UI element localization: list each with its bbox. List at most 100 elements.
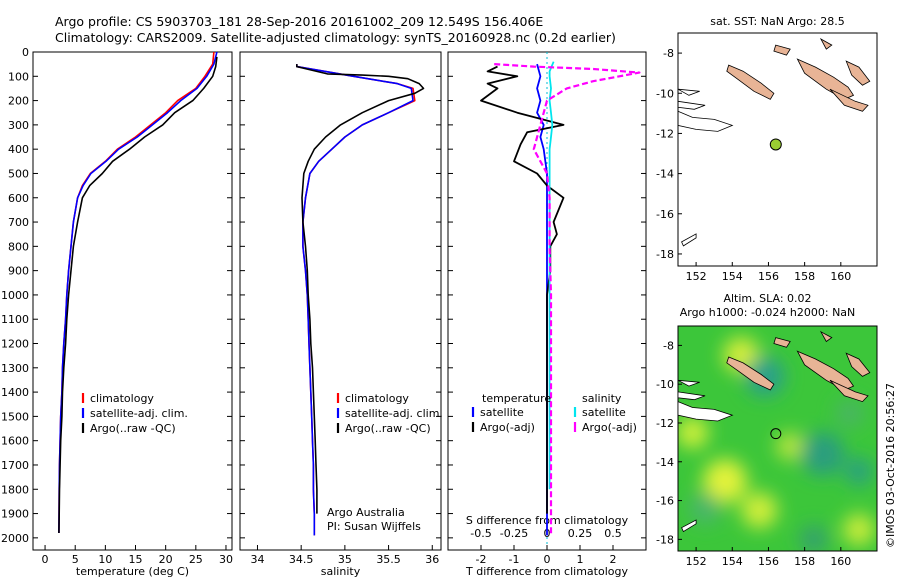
map_sla-float-marker-0 — [770, 428, 782, 440]
temperature-xtick-label-1: 5 — [72, 553, 79, 566]
panel-salinity: 34 34.5 35 35.5 36 salinity climatology satelli… — [239, 51, 443, 578]
map_sla-xtick-label-4: 160 — [830, 555, 851, 568]
temperature-legend-label-0: climatology — [90, 392, 154, 405]
temperature-xtick-label-2: 10 — [98, 553, 112, 566]
temperature-frame — [32, 51, 233, 551]
difference-top-tick-label-4: 0.5 — [604, 527, 622, 540]
temperature-xtick-label-3: 15 — [129, 553, 143, 566]
temperature-ytick-label-3: 300 — [8, 119, 29, 132]
temperature-ytick-label-6: 600 — [8, 192, 29, 205]
salinity-xtick-label-2: 35 — [338, 553, 352, 566]
temperature-ytick-label-7: 700 — [8, 216, 29, 229]
difference-xlabel: T difference from climatology — [465, 565, 628, 578]
map_sla-island-0 — [726, 356, 775, 391]
temperature-ytick-label-16: 1600 — [1, 435, 29, 448]
temperature-ytick-label-4: 400 — [8, 143, 29, 156]
salinity-xlabel: salinity — [321, 565, 361, 578]
map_sla-reef-2 — [677, 379, 700, 387]
difference-xtick-label-3: 1 — [577, 553, 584, 566]
map_sst-float-marker-0 — [769, 138, 782, 151]
difference-legend-title-right: salinity — [582, 392, 622, 405]
map_sst-ytick-label-3: -14 — [656, 168, 674, 181]
map_sla-island-2 — [829, 379, 869, 403]
salinity-legend-label-1: satellite-adj. clim. — [345, 407, 443, 420]
temperature-xlabel: temperature (deg C) — [76, 565, 189, 578]
salinity-annotation-0: Argo Australia — [327, 506, 405, 519]
map_sst-reef-0 — [677, 110, 734, 132]
salinity-xtick-label-0: 34 — [250, 553, 264, 566]
difference-xtick-label-0: -2 — [476, 553, 487, 566]
temperature-ytick-label-11: 1100 — [1, 313, 29, 326]
map_sla-ytick-label-2: -12 — [656, 417, 674, 430]
map_sst-reef-1 — [677, 100, 706, 110]
copyright-watermark: ©IMOS 03-Oct-2016 20:56:27 — [884, 382, 897, 548]
map_sla-island-4 — [773, 337, 791, 348]
map_sla-ytick-label-3: -14 — [656, 456, 674, 469]
map_sla-field-spot-4 — [776, 432, 805, 461]
map_sst-ytick-label-4: -16 — [656, 208, 674, 221]
map_sst-xtick-label-4: 160 — [830, 270, 851, 283]
temperature-ytick-label-10: 1000 — [1, 289, 29, 302]
map-sst-title: sat. SST: NaN Argo: 28.5 — [710, 15, 844, 28]
map_sla-xtick-label-1: 154 — [722, 555, 743, 568]
map_sst-island-0 — [726, 64, 775, 100]
temperature-ytick-label-9: 900 — [8, 265, 29, 278]
map_sst-island-4 — [773, 44, 791, 56]
map_sla-xtick-label-2: 156 — [758, 555, 779, 568]
difference-series-3 — [494, 63, 641, 536]
map_sst-reef-3 — [681, 233, 697, 247]
temperature-ytick-label-15: 1500 — [1, 410, 29, 423]
map_sla-field-spot-3 — [741, 492, 778, 529]
map_sla-reef-3 — [681, 519, 697, 533]
panel-map_sst: 152 154 156 158 160 -8 -10 -12 -14 -16 -18 sat. SST… — [656, 15, 878, 283]
temperature-xtick-label-6: 30 — [219, 553, 233, 566]
difference-xtick-label-2: 0 — [544, 553, 551, 566]
map_sla-ytick-label-1: -10 — [656, 378, 674, 391]
map_sla-frame — [677, 325, 878, 552]
map_sla-island-5 — [819, 330, 833, 343]
temperature-xtick-label-0: 0 — [42, 553, 49, 566]
panel-map_sla: 152 154 156 158 160 -8 -10 -12 -14 -16 -18 Altim. S… — [656, 292, 878, 568]
map_sla-field-blobs — [678, 337, 875, 551]
temperature-ytick-label-1: 100 — [8, 70, 29, 83]
difference-xtick-label-1: -1 — [509, 553, 520, 566]
temperature-ytick-label-12: 1200 — [1, 338, 29, 351]
difference-legend-label-0: satellite — [582, 406, 626, 419]
temperature-legend-label-1: satellite-adj. clim. — [90, 407, 188, 420]
salinity-frame — [239, 51, 442, 551]
temperature-series-1 — [58, 51, 218, 534]
map_sla-field-spot-9 — [689, 492, 722, 525]
salinity-xtick-label-3: 35.5 — [376, 553, 401, 566]
map_sst-island-5 — [819, 37, 833, 50]
difference-series-2 — [548, 61, 555, 490]
map_sst-ytick-label-2: -12 — [656, 127, 674, 140]
difference-xtick-label-4: 2 — [610, 553, 617, 566]
temperature-xtick-label-5: 25 — [189, 553, 203, 566]
panel-temperature: 0100200300400500600700800900100011001200… — [1, 46, 233, 578]
map-sla-title-line1: Altim. SLA: 0.02 — [723, 292, 811, 305]
map_sst-xtick-label-2: 156 — [758, 270, 779, 283]
difference-top-tick-label-1: -0.25 — [500, 527, 528, 540]
map_sla-field-spot-1 — [678, 416, 709, 449]
map_sst-frame — [677, 32, 878, 267]
temperature-ytick-label-18: 1800 — [1, 483, 29, 496]
difference-legend-label-0: satellite — [480, 406, 524, 419]
map_sla-field-spot-10 — [799, 525, 828, 551]
map_sla-xtick-label-0: 152 — [686, 555, 707, 568]
map_sla-reef-1 — [677, 391, 706, 401]
panel-difference: -2 -1 0 1 2T difference from climatology -0.5… — [447, 51, 647, 578]
map_sla-field-spot-5 — [842, 513, 875, 546]
map_sst-island-2 — [829, 88, 869, 112]
difference-top-tick-label-3: 0.25 — [568, 527, 593, 540]
map_sst-island-1 — [796, 58, 855, 100]
map_sla-ytick-label-5: -18 — [656, 533, 674, 546]
map_sst-xtick-label-3: 158 — [794, 270, 815, 283]
temperature-ytick-label-17: 1700 — [1, 459, 29, 472]
map_sla-ytick-label-0: -8 — [663, 339, 674, 352]
map_sla-field-spot-7 — [800, 432, 845, 477]
salinity-xtick-label-4: 36 — [425, 553, 439, 566]
temperature-legend-label-2: Argo(..raw -QC) — [90, 422, 176, 435]
difference-legend-title-left: temperature — [482, 392, 551, 405]
temperature-xtick-label-4: 20 — [159, 553, 173, 566]
